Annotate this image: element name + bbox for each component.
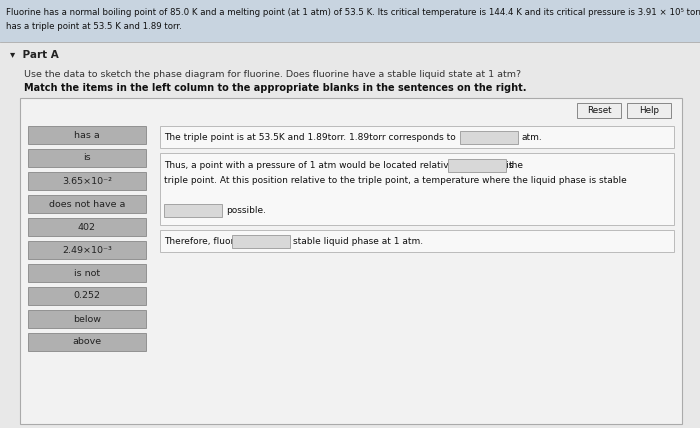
- Text: 3.65×10⁻²: 3.65×10⁻²: [62, 176, 112, 185]
- Text: below: below: [73, 315, 101, 324]
- Text: ▾  Part A: ▾ Part A: [10, 50, 59, 60]
- Text: The triple point is at 53.5K and 1.89torr. 1.89torr corresponds to: The triple point is at 53.5K and 1.89tor…: [164, 133, 456, 142]
- Text: does not have a: does not have a: [49, 199, 125, 208]
- Text: 2.49×10⁻³: 2.49×10⁻³: [62, 246, 112, 255]
- Bar: [28, 241, 146, 259]
- Bar: [28, 287, 146, 305]
- Text: triple point. At this position relative to the triple point, a temperature where: triple point. At this position relative …: [164, 175, 626, 184]
- Text: Fluorine has a normal boiling point of 85.0 K and a melting point (at 1 atm) of : Fluorine has a normal boiling point of 8…: [6, 8, 700, 17]
- Bar: [448, 158, 506, 172]
- Bar: [20, 98, 682, 424]
- Bar: [28, 126, 146, 144]
- Text: is: is: [83, 154, 91, 163]
- Text: Thus, a point with a pressure of 1 atm would be located relative to the y axis: Thus, a point with a pressure of 1 atm w…: [164, 160, 513, 169]
- Bar: [577, 103, 621, 118]
- Text: possible.: possible.: [226, 205, 266, 214]
- Bar: [627, 103, 671, 118]
- Bar: [160, 153, 674, 225]
- Bar: [28, 264, 146, 282]
- Text: Therefore, fluorine: Therefore, fluorine: [164, 237, 248, 246]
- Bar: [460, 131, 518, 143]
- Text: Match the items in the left column to the appropriate blanks in the sentences on: Match the items in the left column to th…: [24, 83, 526, 93]
- Bar: [232, 235, 290, 247]
- Text: Help: Help: [639, 106, 659, 115]
- Bar: [28, 149, 146, 167]
- Bar: [28, 195, 146, 213]
- Text: Reset: Reset: [587, 106, 611, 115]
- Text: stable liquid phase at 1 atm.: stable liquid phase at 1 atm.: [293, 237, 423, 246]
- Bar: [164, 203, 222, 217]
- Text: above: above: [72, 338, 102, 347]
- Text: atm.: atm.: [521, 133, 542, 142]
- Text: 0.252: 0.252: [74, 291, 101, 300]
- Bar: [28, 218, 146, 236]
- Bar: [28, 172, 146, 190]
- Text: Use the data to sketch the phase diagram for fluorine. Does fluorine have a stab: Use the data to sketch the phase diagram…: [24, 70, 521, 79]
- Bar: [28, 310, 146, 328]
- Text: has a: has a: [74, 131, 100, 140]
- Text: is not: is not: [74, 268, 100, 277]
- Text: 402: 402: [78, 223, 96, 232]
- Bar: [28, 333, 146, 351]
- Text: has a triple point at 53.5 K and 1.89 torr.: has a triple point at 53.5 K and 1.89 to…: [6, 22, 182, 31]
- Bar: [0, 0, 700, 42]
- Text: the: the: [509, 160, 524, 169]
- Bar: [160, 230, 674, 252]
- Bar: [160, 126, 674, 148]
